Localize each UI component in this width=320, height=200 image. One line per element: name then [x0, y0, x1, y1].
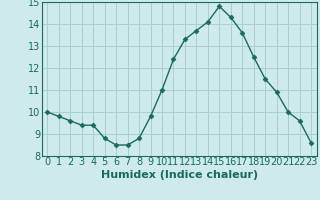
X-axis label: Humidex (Indice chaleur): Humidex (Indice chaleur) [100, 170, 258, 180]
